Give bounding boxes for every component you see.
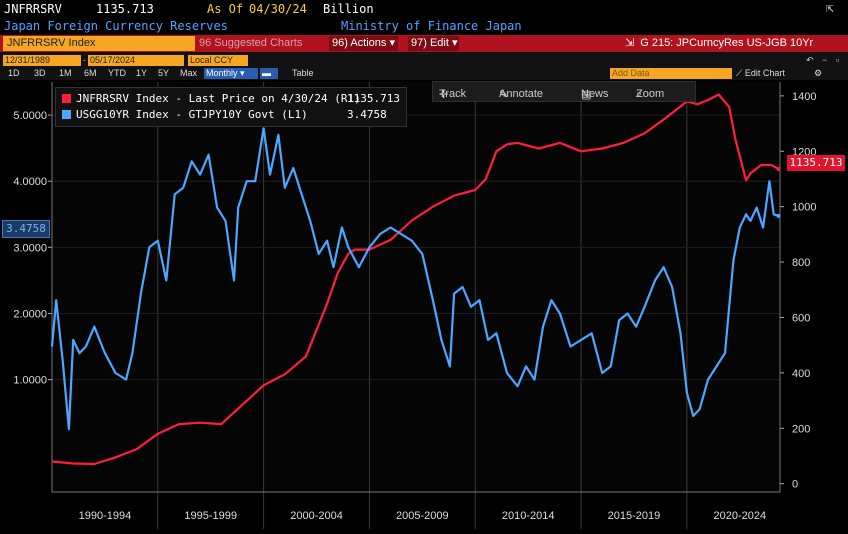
right-axis-tick-label: 1000 [792, 202, 816, 214]
right-axis-tick-label: 400 [792, 368, 810, 380]
left-axis-tick-label: 2.0000 [13, 308, 47, 320]
settings-icon[interactable]: ⚙ [814, 68, 823, 78]
undo-icon[interactable]: ↶ [806, 55, 814, 65]
command-toolbar: JNFRRSRV Index 96 Suggested Charts 96) A… [0, 35, 848, 52]
chevron-down-icon: ▾ [451, 37, 458, 49]
right-axis-tick-label: 600 [792, 312, 810, 324]
right-axis-tick-label: 1400 [792, 91, 816, 103]
ticker-label: JNFRRSRV [4, 2, 62, 16]
left-axis-tick-label: 3.0000 [13, 242, 47, 254]
x-axis-tick-label: 2020-2024 [713, 510, 766, 522]
minimize-icon[interactable]: − [822, 55, 828, 65]
x-axis-tick-label: 2015-2019 [608, 510, 661, 522]
wrench-icon: ⟋ [736, 68, 745, 78]
period-6m[interactable]: 6M [84, 68, 97, 78]
as-of-label: As Of [207, 2, 244, 16]
period-5y[interactable]: 5Y [158, 68, 170, 78]
index-field[interactable]: JNFRRSRV Index [3, 36, 195, 51]
security-header: JNFRRSRV 1135.713 As Of 04/30/24 Billion… [0, 0, 848, 18]
currency-select[interactable]: Local CCY [188, 55, 248, 66]
x-axis-tick-label: 1995-1999 [184, 510, 237, 522]
period-ytd[interactable]: YTD [108, 68, 126, 78]
chart-tools: ✛ Track ✎ Annotate ▤ News ⌕ Zoom [432, 81, 696, 102]
maximize-icon[interactable]: ▫ [836, 55, 840, 65]
end-date-input[interactable]: 05/17/2024 [88, 55, 184, 66]
suggested-charts-button[interactable]: 96 Suggested Charts [199, 37, 303, 49]
chart-legend: JNFRRSRV Index - Last Price on 4/30/24 (… [55, 87, 407, 127]
news-icon: ▤ [581, 89, 592, 101]
chart-title-text: G 215: JPCurncyRes US-JGB 10Yr [640, 37, 814, 49]
security-subheader: Japan Foreign Currency Reserves Ministry… [0, 18, 848, 35]
series-line-spread [50, 127, 779, 431]
chevron-down-icon: ▾ [240, 68, 245, 78]
x-axis-tick-label: 2010-2014 [502, 510, 555, 522]
left-axis-tick-label: 5.0000 [13, 110, 47, 122]
actions-label: 96) Actions [332, 37, 387, 49]
edit-chart-label: Edit Chart [744, 68, 785, 78]
pencil-icon: ✎ [499, 89, 509, 101]
units-label: Billion [323, 2, 374, 16]
right-axis-tick-label: 200 [792, 423, 810, 435]
x-axis-tick-label: 2000-2004 [290, 510, 343, 522]
edit-menu[interactable]: 97) Edit ▾ [408, 36, 459, 51]
legend-label-spread: USGG10YR Index - GTJPY10Y Govt (L1) [76, 108, 308, 121]
news-label: News [581, 88, 609, 100]
chart-title: ⇲ G 215: JPCurncyRes US-JGB 10Yr [625, 36, 813, 51]
add-data-input[interactable]: Add Data [610, 68, 732, 79]
security-name: Japan Foreign Currency Reserves [4, 19, 228, 33]
chart-svg: 1.0000 2.0000 3.0000 4.0000 5.0000 0 200 400 600… [13, 82, 816, 529]
chart-type-icon[interactable]: ▬ [260, 68, 278, 79]
frequency-select[interactable]: Monthly ▾ [204, 68, 258, 79]
annotate-label: Annotate [499, 88, 544, 100]
last-point-spread [776, 213, 781, 218]
period-1y[interactable]: 1Y [136, 68, 148, 78]
edit-label: 97) Edit [411, 37, 449, 49]
start-date-input[interactable]: 12/31/1989 [3, 55, 81, 66]
last-value-badge-reserves: 1135.713 [787, 155, 845, 171]
legend-value-reserves: 1135.713 [347, 92, 400, 105]
as-of-date: 04/30/24 [249, 2, 307, 16]
period-1d[interactable]: 1D [8, 68, 20, 78]
period-3d[interactable]: 3D [34, 68, 46, 78]
frequency-label: Monthly [206, 68, 238, 78]
left-axis-tick-label: 1.0000 [13, 375, 47, 387]
x-axis-tick-label: 2005-2009 [396, 510, 449, 522]
external-link-icon[interactable]: ⇱ [826, 1, 834, 16]
period-max[interactable]: Max [180, 68, 198, 78]
left-axis-tick-label: 4.0000 [13, 176, 47, 188]
data-source: Ministry of Finance Japan [341, 19, 522, 33]
actions-menu[interactable]: 96) Actions ▾ [329, 36, 398, 51]
date-separator: - [83, 55, 86, 65]
right-axis-tick-label: 0 [792, 479, 798, 491]
right-axis-tick-label: 800 [792, 257, 810, 269]
x-axis-tick-label: 1990-1994 [79, 510, 132, 522]
chart-controls: 12/31/1989 - 05/17/2024 Local CCY 1D 3D … [0, 52, 848, 80]
export-icon: ⇲ [625, 37, 635, 49]
chevron-down-icon: ▾ [389, 37, 396, 49]
plot-background [52, 82, 780, 492]
legend-swatch-spread [62, 110, 71, 119]
series-line-reserves [51, 93, 780, 466]
last-price: 1135.713 [96, 2, 154, 16]
crosshair-icon: ✛ [439, 89, 449, 101]
period-1m[interactable]: 1M [59, 68, 72, 78]
legend-label-reserves: JNFRRSRV Index - Last Price on 4/30/24 (… [76, 92, 361, 105]
chart-area[interactable]: 1.0000 2.0000 3.0000 4.0000 5.0000 0 200 400 600… [0, 80, 848, 529]
legend-swatch-reserves [62, 94, 71, 103]
track-label: Track [439, 88, 467, 100]
zoom-label: Zoom [636, 88, 665, 100]
last-point-reserves [776, 167, 781, 172]
magnifier-icon: ⌕ [636, 88, 643, 100]
legend-row-reserves: JNFRRSRV Index - Last Price on 4/30/24 (… [62, 92, 400, 105]
legend-row-spread: USGG10YR Index - GTJPY10Y Govt (L1) 3.47… [62, 108, 387, 121]
last-value-badge-spread: 3.4758 [2, 220, 50, 238]
edit-chart-button[interactable]: ⟋ Edit Chart [734, 68, 787, 79]
legend-value-spread: 3.4758 [347, 108, 387, 121]
table-button[interactable]: Table [292, 68, 314, 78]
